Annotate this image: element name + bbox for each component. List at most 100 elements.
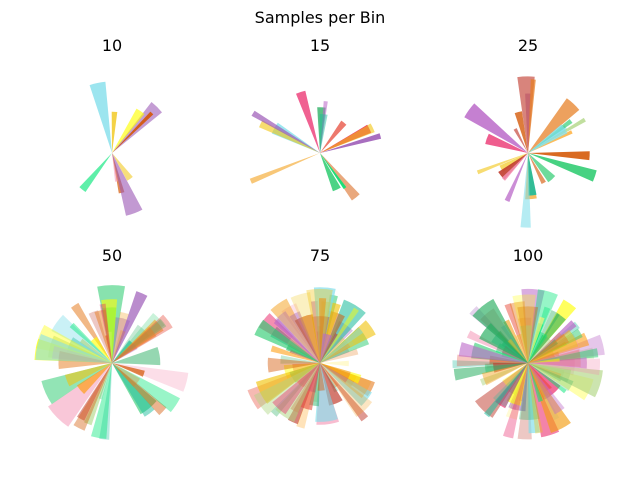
polar-bar	[259, 120, 320, 153]
polar-bar	[315, 363, 338, 422]
polar-bar	[517, 306, 539, 363]
polar-bar	[479, 323, 528, 363]
subplot-title: 100	[512, 246, 544, 265]
polar-bar	[485, 133, 528, 153]
polar-bar	[112, 347, 161, 366]
polar-plot	[247, 287, 376, 429]
polar-plot	[464, 76, 597, 228]
polar-bar	[280, 355, 320, 364]
polar-bar	[320, 363, 343, 406]
polar-bar	[76, 363, 112, 394]
polar-bar	[66, 337, 112, 363]
polar-bar	[452, 360, 528, 369]
subplot-15: 15	[230, 36, 410, 236]
polar-bar	[472, 298, 528, 363]
polar-bar	[504, 303, 528, 363]
polar-bar	[41, 363, 112, 405]
polar-bar	[65, 363, 112, 387]
polar-bar	[528, 348, 599, 363]
polar-bar	[300, 363, 320, 411]
polar-bar	[493, 363, 528, 408]
figure-suptitle: Samples per Bin	[254, 8, 386, 27]
polar-bar	[480, 363, 528, 386]
polar-bar	[306, 288, 333, 363]
polar-bar	[320, 153, 341, 192]
polar-bar	[99, 303, 112, 363]
polar-bar	[320, 153, 347, 189]
polar-bar	[94, 309, 112, 363]
polar-bar	[528, 363, 558, 381]
polar-bar	[112, 319, 164, 363]
polar-bar	[504, 153, 528, 202]
polar-bar	[251, 110, 320, 153]
polar-bar	[112, 363, 157, 415]
polar-plot	[452, 288, 605, 440]
polar-bar	[528, 313, 566, 363]
polar-bar	[528, 124, 568, 153]
polar-bar	[112, 314, 173, 363]
polar-bar	[475, 363, 528, 418]
polar-bar	[320, 299, 366, 363]
polar-bar	[311, 316, 330, 363]
subplot-title: 50	[101, 246, 123, 265]
polar-bar	[77, 363, 112, 421]
subplot-100: 100	[438, 246, 618, 446]
polar-bar	[320, 120, 347, 153]
polar-bar	[528, 328, 583, 363]
polar-bar	[519, 325, 532, 363]
polar-bar	[507, 338, 528, 363]
polar-bar	[317, 363, 325, 391]
polar-bar	[320, 339, 355, 363]
polar-bar	[281, 303, 320, 363]
polar-bar	[112, 153, 119, 182]
polar-bar	[274, 311, 320, 363]
polar-bar	[320, 153, 360, 201]
polar-bar	[320, 363, 351, 383]
polar-bar	[112, 318, 167, 363]
polar-bar	[267, 357, 320, 373]
polar-bar	[249, 153, 320, 184]
polar-bar	[99, 363, 112, 440]
polar-bar	[112, 291, 148, 363]
polar-plot	[34, 285, 189, 440]
polar-bar	[112, 326, 157, 363]
polar-bars	[249, 90, 382, 201]
polar-bar	[528, 339, 558, 363]
polar-bar	[515, 333, 528, 363]
polar-bar	[320, 333, 333, 363]
polar-bar	[84, 363, 112, 426]
polar-bar	[111, 111, 118, 153]
polar-bar	[80, 338, 112, 363]
polar-bars	[79, 81, 162, 216]
polar-plot	[249, 90, 382, 201]
subplot-50: 50	[22, 246, 202, 446]
polar-bar	[528, 363, 565, 382]
polar-bar	[528, 79, 536, 153]
polar-bar	[258, 313, 320, 363]
polar-bar	[464, 103, 528, 153]
polar-bar	[503, 363, 528, 439]
polar-bar	[91, 363, 112, 439]
polar-bar	[528, 151, 590, 161]
polar-bar	[320, 123, 375, 153]
polar-bar	[112, 340, 134, 363]
polar-bar	[73, 363, 112, 431]
polar-bar	[476, 153, 528, 175]
polar-bar	[294, 314, 320, 363]
polar-bar	[275, 363, 320, 423]
polar-bar	[272, 363, 320, 415]
polar-bar	[253, 363, 320, 415]
polar-bar	[528, 363, 561, 397]
polar-bar	[528, 363, 567, 394]
polar-bar	[528, 349, 581, 367]
polar-bar	[79, 153, 112, 192]
polar-bar	[112, 108, 145, 153]
polar-bar	[112, 330, 126, 363]
polar-bar	[528, 363, 543, 403]
polar-bar	[528, 153, 546, 184]
polar-bar	[320, 327, 364, 363]
polar-bar	[501, 153, 528, 181]
polar-bar	[320, 133, 382, 153]
polar-bar	[482, 363, 528, 386]
subplot-title: 75	[309, 246, 331, 265]
